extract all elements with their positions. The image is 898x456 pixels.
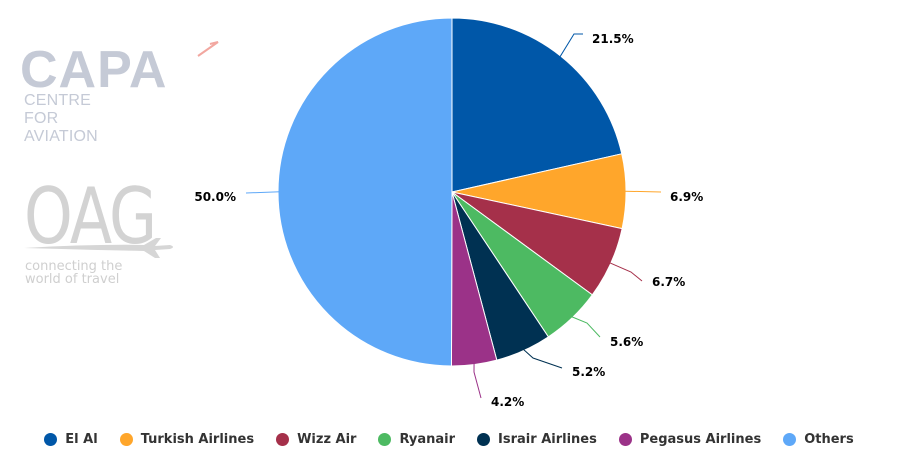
legend-item-wizz-air[interactable]: Wizz Air — [276, 432, 356, 447]
oag-tagline-line1: connecting the — [25, 259, 123, 274]
data-label-israir-airlines: 5.2% — [572, 365, 605, 379]
capa-logo-text: CAPA — [20, 41, 168, 99]
data-label-el-al: 21.5% — [592, 32, 634, 46]
oag-tagline: connecting the world of travel — [25, 260, 145, 286]
legend-marker-icon — [276, 432, 290, 446]
legend-label: Wizz Air — [297, 431, 357, 447]
legend-item-others[interactable]: Others — [783, 432, 854, 447]
capa-swoosh-icon — [197, 41, 219, 57]
legend-label: Israir Airlines — [498, 431, 597, 447]
legend-marker-icon — [783, 432, 797, 446]
data-label-turkish-airlines: 6.9% — [670, 190, 703, 204]
airplane-icon — [24, 238, 173, 258]
legend-item-israir-airlines[interactable]: Israir Airlines — [477, 432, 597, 447]
data-label-wizz-air: 6.7% — [652, 275, 685, 289]
label-connector-line — [245, 191, 281, 194]
legend-label: Pegasus Airlines — [639, 431, 762, 447]
label-connector-line — [623, 190, 662, 193]
legend-marker-icon — [44, 432, 58, 446]
legend-label: Turkish Airlines — [140, 431, 255, 447]
data-label-pegasus-airlines: 4.2% — [491, 395, 524, 409]
legend-item-el-al[interactable]: El Al — [44, 431, 98, 447]
chart-legend: El Al Turkish Airlines Wizz Air Ryanair … — [0, 428, 898, 450]
data-label-others: 50.0% — [194, 190, 236, 204]
label-connector-line — [570, 315, 601, 338]
legend-item-ryanair[interactable]: Ryanair — [378, 432, 455, 447]
legend-marker-icon — [618, 432, 632, 446]
label-connector-line — [473, 362, 482, 399]
oag-tagline-line2: world of travel — [25, 272, 120, 287]
legend-label: El Al — [65, 431, 98, 447]
label-connector-line — [559, 33, 583, 58]
label-connectors — [245, 33, 662, 399]
capa-logo-subtitle: CENTRE FOR AVIATION — [24, 92, 98, 145]
legend-item-turkish-airlines[interactable]: Turkish Airlines — [119, 431, 255, 447]
pie-slice-others[interactable] — [277, 17, 453, 367]
data-label-ryanair: 5.6% — [610, 335, 643, 349]
legend-item-pegasus-airlines[interactable]: Pegasus Airlines — [618, 431, 762, 447]
data-labels: 21.5% 6.9% 6.7% 5.6% 5.2% 4.2% 50.0% — [193, 31, 705, 411]
legend-marker-icon — [477, 432, 491, 446]
oag-logo-text: OAG — [24, 170, 157, 262]
legend-label: Ryanair — [399, 431, 456, 447]
legend-label: Others — [804, 431, 854, 447]
legend-marker-icon — [119, 432, 133, 446]
pie-slices — [277, 17, 627, 367]
label-connector-line — [608, 262, 643, 282]
label-connector-line — [522, 348, 563, 369]
legend-marker-icon — [378, 432, 392, 446]
